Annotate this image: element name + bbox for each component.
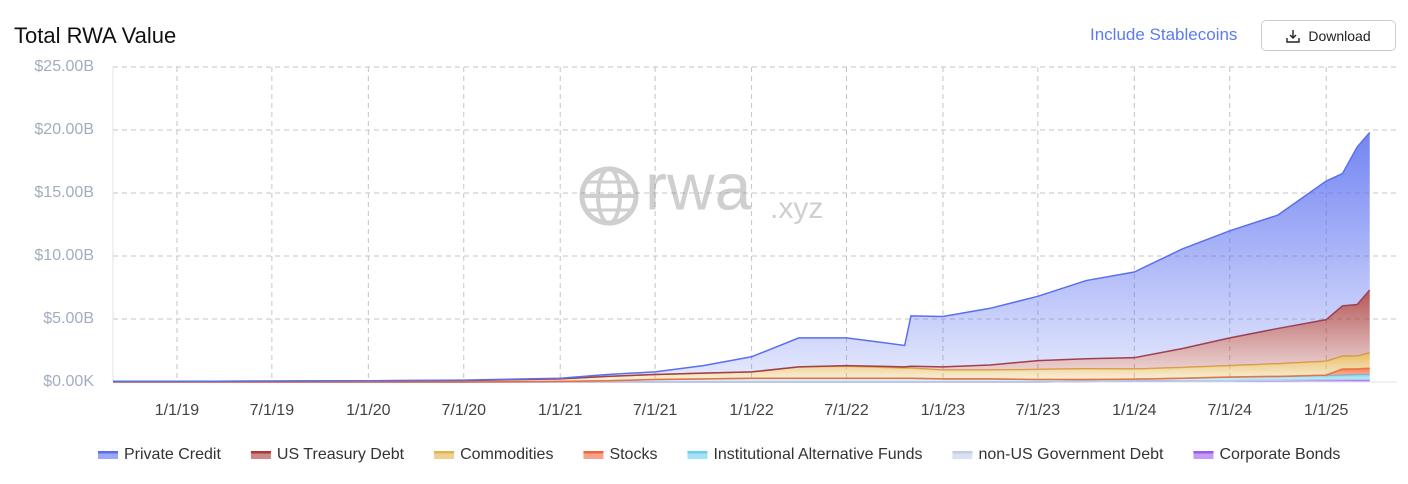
x-tick-label: 7/1/20 — [442, 402, 487, 419]
grid — [113, 66, 1397, 383]
legend-label: Institutional Alternative Funds — [713, 446, 922, 463]
legend-swatch — [687, 451, 708, 459]
legend-label: Commodities — [460, 446, 553, 463]
x-tick-label: 1/1/22 — [729, 402, 774, 419]
x-tick-label: 1/1/25 — [1304, 402, 1349, 419]
legend-swatch — [1193, 451, 1214, 459]
areas — [113, 132, 1371, 383]
x-tick-label: 7/1/19 — [250, 402, 295, 419]
area — [113, 353, 1370, 382]
legend-swatch-line — [583, 451, 604, 454]
download-label: Download — [1308, 27, 1371, 44]
legend: Private Credit US Treasury Debt Commoditie… — [98, 446, 1340, 463]
legend-swatch — [952, 451, 973, 459]
legend-swatch-line — [1193, 451, 1214, 454]
legend-swatch — [434, 451, 455, 459]
watermark: rwa .xyz — [579, 149, 823, 226]
legend-swatch — [98, 451, 118, 459]
x-tick-label: 1/1/23 — [921, 402, 966, 419]
area — [113, 380, 1370, 382]
watermark-main: rwa — [645, 149, 752, 223]
watermark-suffix: .xyz — [770, 192, 823, 225]
x-tick-label: 7/1/23 — [1016, 402, 1061, 419]
y-tick-label: $0.00K — [43, 373, 94, 390]
legend-label: non-US Government Debt — [978, 446, 1164, 463]
legend-label: US Treasury Debt — [277, 446, 405, 463]
y-tick-label: $20.00B — [34, 121, 94, 138]
legend-swatch-line — [434, 451, 455, 454]
chart-title: Total RWA Value — [14, 23, 176, 48]
area — [113, 132, 1370, 382]
y-tick-label: $15.00B — [34, 184, 94, 201]
legend-swatch-line — [952, 451, 973, 454]
legend-swatch — [250, 451, 271, 459]
x-tick-label: 1/1/21 — [538, 402, 583, 419]
include-stablecoins-toggle[interactable]: Include Stablecoins — [1090, 25, 1238, 44]
x-tick-label: 1/1/24 — [1112, 402, 1157, 419]
legend-swatch-line — [98, 451, 118, 454]
legend-swatch-line — [687, 451, 708, 454]
x-tick-label: 7/1/21 — [633, 402, 678, 419]
legend-swatch-line — [250, 451, 271, 454]
x-tick-label: 7/1/22 — [824, 402, 869, 419]
x-tick-label: 1/1/19 — [155, 402, 200, 419]
y-tick-label: $5.00B — [43, 310, 94, 327]
download-icon — [1286, 29, 1301, 43]
download-button[interactable]: Download — [1261, 20, 1396, 51]
legend-swatch — [583, 451, 604, 459]
legend-label: Private Credit — [124, 446, 221, 463]
y-tick-label: $10.00B — [34, 247, 94, 264]
legend-label: Stocks — [609, 446, 657, 463]
y-tick-label: $25.00B — [34, 58, 94, 75]
x-tick-label: 7/1/24 — [1208, 402, 1253, 419]
area-line — [113, 132, 1371, 383]
x-tick-label: 1/1/20 — [346, 402, 391, 419]
legend-label: Corporate Bonds — [1219, 446, 1340, 463]
